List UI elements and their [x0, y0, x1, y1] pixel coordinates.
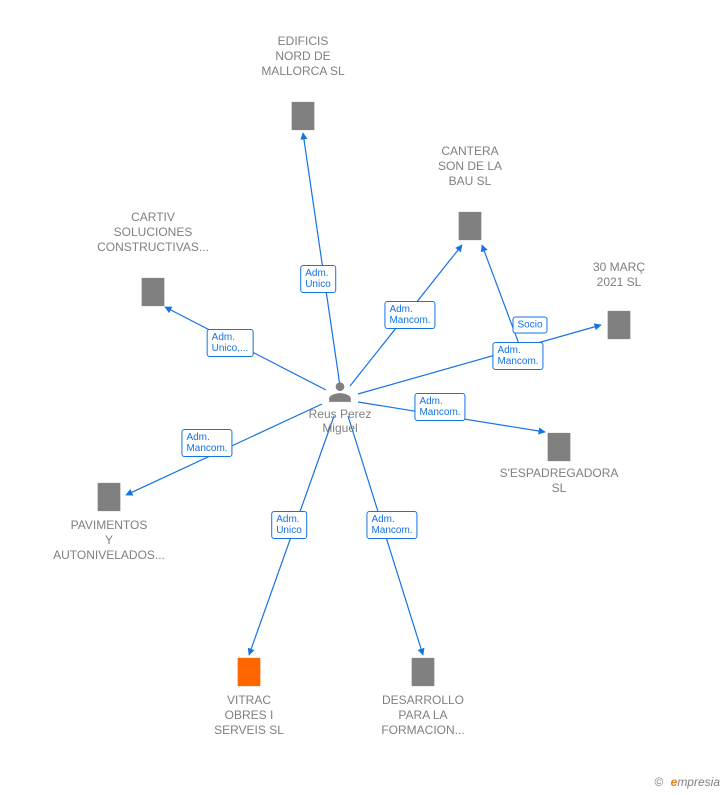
- diagram-canvas: [0, 0, 728, 795]
- edge-line: [350, 245, 462, 386]
- copyright: © empresia: [654, 775, 720, 789]
- edge-line: [303, 133, 340, 386]
- edge-line: [358, 325, 601, 394]
- edge-line: [482, 245, 525, 360]
- edge-line: [348, 416, 423, 655]
- edge-line: [126, 404, 322, 495]
- brand-rest: mpresia: [677, 775, 720, 789]
- edge-line: [358, 402, 545, 432]
- copyright-symbol: ©: [654, 775, 663, 789]
- edge-line: [249, 416, 334, 655]
- edge-line: [165, 307, 326, 390]
